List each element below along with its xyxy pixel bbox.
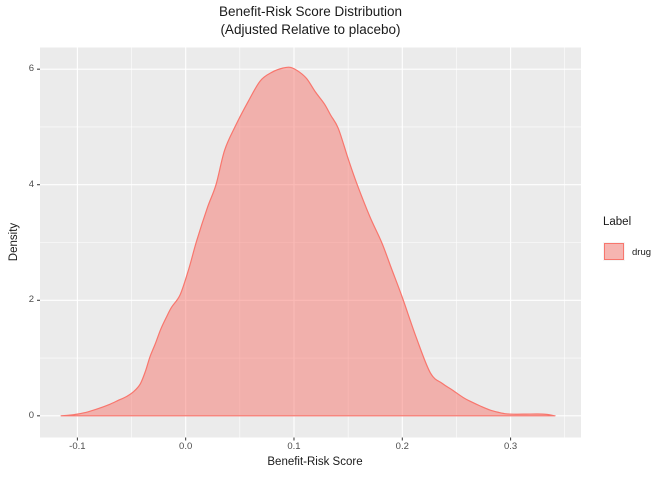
x-tick-label: 0.1 <box>287 441 301 452</box>
y-tick-label: 4 <box>28 178 34 190</box>
y-tick-label: 0 <box>28 409 34 421</box>
x-tick-label: 0.3 <box>503 441 518 452</box>
plot-title: Benefit-Risk Score Distribution (Adjuste… <box>0 3 621 39</box>
x-tick-label: -0.1 <box>69 441 86 452</box>
legend-key <box>603 242 625 261</box>
y-axis-title: Density <box>8 222 20 262</box>
x-axis-title: Benefit-Risk Score <box>267 456 363 468</box>
legend-title: Label <box>603 216 632 228</box>
plot-title-line1: Benefit-Risk Score Distribution <box>218 4 403 19</box>
y-tick-label: 6 <box>28 63 34 75</box>
x-tick-label: 0.2 <box>395 441 409 452</box>
x-tick-label: 0.0 <box>179 441 193 452</box>
density-curve-drug <box>60 66 556 417</box>
plot-title-line2: (Adjusted Relative to placebo) <box>220 22 401 37</box>
y-tick-label: 2 <box>28 294 34 306</box>
legend-item-label: drug <box>632 247 652 258</box>
legend-swatch-drug <box>604 243 624 260</box>
